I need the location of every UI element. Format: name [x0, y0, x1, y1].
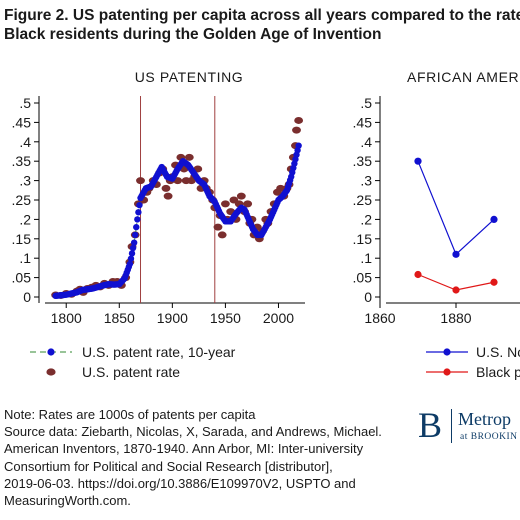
patent-rate-point — [213, 223, 223, 231]
note-line-3: American Inventors, 1870-1940. Ann Arbor… — [4, 441, 364, 457]
right-y-tick-label: 0 — [364, 289, 372, 305]
left-y-tick-label: .1 — [19, 250, 31, 266]
brookings-metro-logo: B Metrop at BROOKIN — [416, 405, 520, 449]
note-line-4: Consortium for Political and Social Rese… — [4, 458, 333, 474]
right-series-point — [452, 250, 460, 258]
chart-area: US PATENTING 0.05.1.15.2.25.3.35.4.45.5 … — [12, 69, 520, 380]
legend-blue-marker — [443, 348, 451, 356]
right-x-tick-label: 1860 — [364, 310, 395, 326]
patent-rate-point — [217, 231, 227, 239]
patent-rate-10yr-point — [132, 231, 139, 239]
right-x-tick-label: 1880 — [440, 310, 471, 326]
us-patenting-title: US PATENTING — [135, 69, 244, 85]
right-series-point — [414, 157, 422, 165]
patent-rate-point — [243, 200, 253, 208]
patent-rate-10yr-point — [130, 239, 138, 246]
patent-rate-10yr-point — [127, 255, 135, 262]
patent-rate-point — [294, 116, 304, 124]
us-patent-rate-series — [51, 116, 304, 299]
left-legend: U.S. patent rate, 10-year U.S. patent ra… — [30, 344, 236, 380]
right-y-tick-label: .3 — [360, 173, 372, 189]
figure-title-line-1: Figure 2. US patenting per capita across… — [4, 7, 520, 24]
african-american-title: AFRICAN AMER — [407, 69, 519, 85]
right-legend: U.S. No Black p — [426, 344, 520, 380]
left-x-tick-label: 1800 — [51, 310, 82, 326]
left-y-tick-label: 0 — [23, 289, 31, 305]
left-y-tick-label: .25 — [12, 192, 32, 208]
patent-rate-point — [221, 200, 230, 208]
left-y-tick-label: .5 — [19, 95, 31, 111]
source-note: Note: Rates are 1000s of patents per cap… — [4, 406, 404, 509]
patent-rate-10yr-point — [136, 201, 143, 209]
right-series-point — [414, 270, 422, 279]
right-y-tick-label: .4 — [360, 134, 372, 150]
note-line-6: MeasuringWorth.com. — [4, 493, 131, 509]
right-y-tick-label: .45 — [353, 114, 373, 130]
right-series-point — [490, 278, 498, 286]
logo-name: Metrop — [458, 409, 511, 429]
left-y-tick-label: .05 — [12, 270, 32, 286]
legend-blue-dot — [47, 348, 55, 356]
logo-mark: B — [418, 405, 443, 445]
african-american-panel: AFRICAN AMER 0.05.1.15.2.25.3.35.4.45.5 … — [353, 69, 520, 326]
logo-subtitle: at BROOKIN — [460, 432, 518, 442]
right-y-tick-label: .35 — [353, 153, 373, 169]
legend-maroon-dot — [46, 368, 56, 376]
right-series-line — [417, 160, 495, 256]
right-y-tick-label: .15 — [353, 231, 373, 247]
patent-rate-10yr-point — [129, 244, 137, 252]
left-y-tick-label: .35 — [12, 153, 32, 169]
right-y-tick-label: .25 — [353, 192, 373, 208]
left-x-tick-label: 1900 — [157, 310, 188, 326]
left-x-tick-label: 2000 — [263, 310, 294, 326]
legend-red-marker — [443, 368, 451, 376]
note-line-5: 2019-06-03. https://doi.org/10.3886/E109… — [4, 475, 356, 491]
right-x-ticks: 1860188019 — [364, 302, 520, 326]
patent-rate-10yr-point — [128, 250, 136, 257]
right-series-point — [452, 286, 460, 294]
patent-rate-point — [161, 184, 171, 192]
patent-rate-10yr-point — [133, 223, 140, 231]
left-y-tick-label: .4 — [19, 134, 31, 150]
left-x-ticks: 1800 1850 1900 1950 2000 — [45, 302, 305, 326]
patent-rate-point — [163, 192, 173, 200]
patent-rate-10yr-point — [134, 216, 141, 223]
legend-label-10yr: U.S. patent rate, 10-year — [82, 344, 236, 360]
left-y-tick-label: .15 — [12, 231, 32, 247]
legend-label-rate: U.S. patent rate — [82, 364, 180, 380]
patent-rate-point — [136, 177, 145, 185]
right-series-point — [490, 215, 498, 223]
note-line-2: Source data: Ziebarth, Nicolas, X, Sarad… — [4, 424, 382, 440]
right-y-tick-label: .2 — [360, 211, 372, 227]
us-patenting-panel: US PATENTING 0.05.1.15.2.25.3.35.4.45.5 … — [12, 69, 305, 326]
left-y-ticks: 0 .05 .1 .15 .2 .25 .3 .35 .4 .45 .5 — [12, 95, 39, 305]
patent-rate-point — [236, 192, 246, 200]
left-y-tick-label: .3 — [19, 173, 31, 189]
patent-rate-point — [292, 126, 301, 134]
right-y-tick-label: .05 — [353, 270, 373, 286]
figure-title-line-2: Black residents during the Golden Age of… — [4, 26, 382, 43]
patent-rate-10yr-point — [295, 142, 302, 149]
left-y-tick-label: .45 — [12, 114, 32, 130]
right-y-tick-label: .5 — [360, 95, 372, 111]
left-x-tick-label: 1950 — [210, 310, 241, 326]
legend-label-black-p: Black p — [476, 364, 520, 380]
right-series — [414, 157, 498, 294]
patent-rate-10yr-point — [135, 209, 142, 216]
patent-rate-point — [276, 184, 285, 192]
right-y-tick-label: .1 — [360, 250, 372, 266]
left-y-tick-label: .2 — [19, 211, 31, 227]
patent-rate-point — [184, 153, 194, 161]
patent-rate-10yr-point — [126, 260, 134, 268]
us-patent-rate-10yr-series — [52, 142, 302, 300]
right-y-ticks: 0 .05 .1 .15 .2 .25 .3 .35 .4 .45 .5 — [353, 95, 380, 305]
note-line-1: Note: Rates are 1000s of patents per cap… — [4, 407, 256, 422]
left-x-tick-label: 1850 — [104, 310, 135, 326]
reference-lines — [140, 96, 216, 303]
legend-label-us-no: U.S. No — [476, 344, 520, 360]
logo-divider — [451, 409, 452, 443]
figure-title: Figure 2. US patenting per capita across… — [4, 6, 520, 44]
